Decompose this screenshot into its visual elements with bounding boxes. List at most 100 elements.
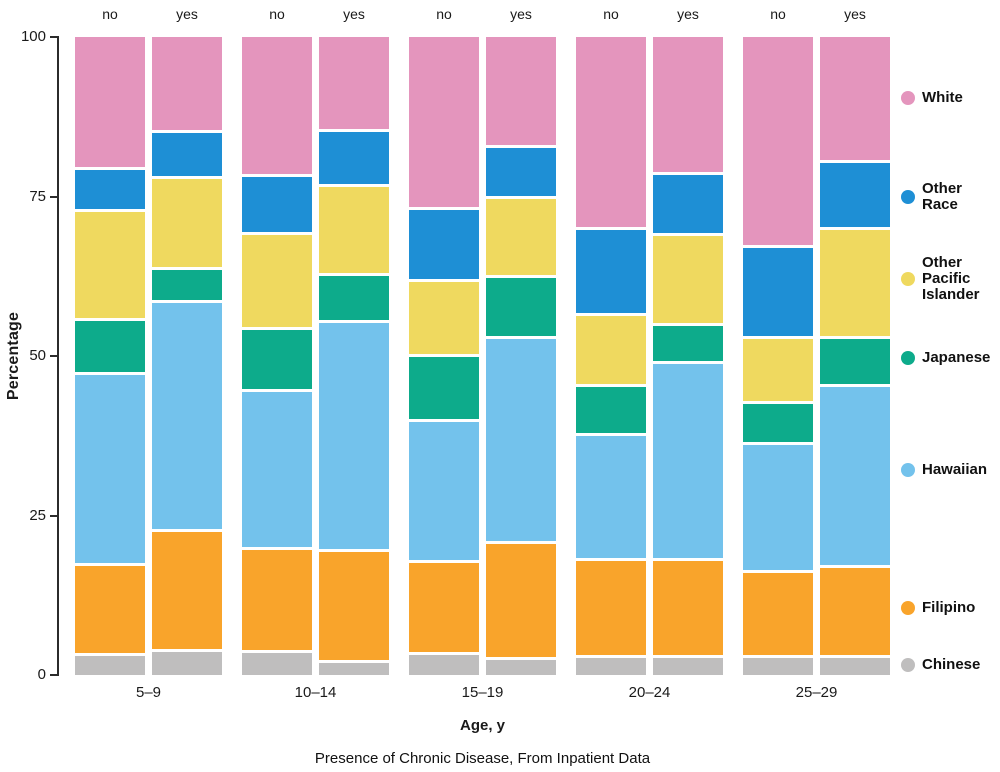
bar-15–19-yes: yes	[486, 6, 556, 675]
bar-segment-other-race	[75, 166, 145, 210]
bar-segment-filipino	[743, 570, 813, 655]
legend-swatch-filipino-icon	[901, 601, 915, 615]
legend-item-white: White	[901, 90, 963, 106]
condition-label-yes: yes	[343, 6, 365, 22]
legend-item-other-race: Other Race	[901, 181, 962, 213]
y-tick-mark-100	[50, 36, 57, 38]
bar-segment-hawaiian	[486, 335, 556, 542]
legend-label-white: White	[922, 89, 963, 106]
x-tick-label-5–9: 5–9	[135, 684, 162, 701]
bar-segment-white	[319, 37, 389, 129]
bar-segment-hawaiian	[409, 418, 479, 560]
bar-segment-other-race	[743, 245, 813, 337]
bar-segment-chinese	[820, 654, 890, 675]
y-tick-label-100: 100	[20, 28, 46, 45]
y-tick-label-0: 0	[37, 666, 46, 683]
bar-segment-japanese	[75, 317, 145, 372]
bar-segment-chinese	[242, 650, 312, 675]
bar-15–19-no: no	[409, 6, 479, 675]
bar-segment-chinese	[75, 652, 145, 675]
legend-swatch-hawaiian-icon	[901, 463, 915, 477]
bar-segment-other-race	[653, 171, 723, 233]
bar-segment-hawaiian	[242, 388, 312, 547]
bar-segment-white	[743, 37, 813, 245]
bar-segment-japanese	[152, 267, 222, 300]
bar-segment-white	[820, 37, 890, 161]
bar-5–9-no: no	[75, 6, 145, 675]
bar-segment-white	[242, 37, 312, 175]
bar-segment-filipino	[820, 565, 890, 655]
bar-segment-japanese	[242, 327, 312, 389]
legend-swatch-chinese-icon	[901, 658, 915, 672]
bar-segment-chinese	[152, 649, 222, 675]
legend-label-filipino: Filipino	[922, 599, 976, 616]
bar-segment-other-race	[486, 144, 556, 196]
bar-segment-other-race	[576, 227, 646, 313]
bar-5–9-yes: yes	[152, 6, 222, 675]
bar-segment-other-pacific-islander	[486, 195, 556, 275]
bar-segment-filipino	[576, 557, 646, 655]
bar-segment-other-pacific-islander	[242, 232, 312, 328]
y-tick-mark-50	[50, 355, 57, 357]
bar-segment-other-pacific-islander	[653, 232, 723, 323]
bar-segment-white	[576, 37, 646, 228]
legend-swatch-white-icon	[901, 91, 915, 105]
y-tick-label-25: 25	[29, 506, 46, 524]
legend-item-other-pacific-islander: Other Pacific Islander	[901, 255, 980, 303]
bar-segment-filipino	[242, 546, 312, 651]
legend-item-hawaiian: Hawaiian	[901, 462, 987, 478]
bar-group-25–29: no yes 25–29	[743, 6, 890, 701]
bar-segment-chinese	[743, 654, 813, 675]
bar-group-20–24: no yes 20–24	[576, 6, 723, 701]
bar-segment-hawaiian	[319, 320, 389, 550]
bar-10–14-no: no	[242, 6, 312, 675]
bar-segment-hawaiian	[820, 384, 890, 566]
bar-segment-hawaiian	[152, 299, 222, 529]
bar-segment-japanese	[743, 401, 813, 443]
bar-25–29-yes: yes	[820, 6, 890, 675]
y-tick-mark-75	[50, 195, 57, 198]
bar-segment-hawaiian	[75, 371, 145, 563]
legend-label-other-pacific-islander: Other Pacific Islander	[922, 254, 980, 303]
condition-label-no: no	[436, 6, 452, 22]
bar-segment-filipino	[486, 541, 556, 657]
y-tick-label-50: 50	[29, 347, 46, 364]
condition-label-no: no	[269, 6, 285, 22]
condition-label-yes: yes	[176, 6, 198, 22]
bar-10–14-yes: yes	[319, 6, 389, 675]
x-tick-label-20–24: 20–24	[628, 684, 671, 701]
legend-swatch-other-race-icon	[901, 190, 915, 204]
bar-segment-other-race	[820, 160, 890, 228]
bar-segment-other-race	[152, 129, 222, 177]
bar-20–24-no: no	[576, 6, 646, 675]
bar-segment-white	[653, 37, 723, 172]
y-tick-mark-0	[50, 674, 57, 676]
bar-segment-japanese	[319, 273, 389, 321]
bar-segment-hawaiian	[576, 433, 646, 558]
bar-segment-chinese	[486, 656, 556, 675]
bar-segment-chinese	[409, 652, 479, 675]
condition-label-no: no	[102, 6, 118, 22]
bar-segment-other-pacific-islander	[319, 184, 389, 274]
legend-swatch-japanese-icon	[901, 351, 915, 365]
x-tick-label-10–14: 10–14	[294, 684, 337, 701]
bar-segment-hawaiian	[743, 442, 813, 571]
condition-label-no: no	[770, 6, 786, 22]
bar-segment-other-pacific-islander	[409, 279, 479, 355]
condition-label-yes: yes	[510, 6, 532, 22]
figure-caption: Presence of Chronic Disease, From Inpati…	[314, 750, 651, 767]
bar-group-15–19: no yes 15–19	[409, 6, 556, 701]
legend-label-chinese: Chinese	[922, 656, 981, 673]
bar-segment-white	[486, 37, 556, 145]
bar-segment-filipino	[75, 562, 145, 653]
bar-segment-japanese	[409, 354, 479, 419]
x-axis-title: Age, y	[459, 717, 505, 734]
y-axis-line	[57, 36, 59, 676]
bar-segment-filipino	[319, 549, 389, 661]
bar-segment-chinese	[653, 655, 723, 675]
bar-segment-white	[152, 37, 222, 130]
y-tick-mark-25	[50, 514, 57, 517]
bar-group-10–14: no yes 10–14	[242, 6, 389, 701]
bar-segment-japanese	[486, 274, 556, 336]
bar-segment-white	[409, 37, 479, 208]
